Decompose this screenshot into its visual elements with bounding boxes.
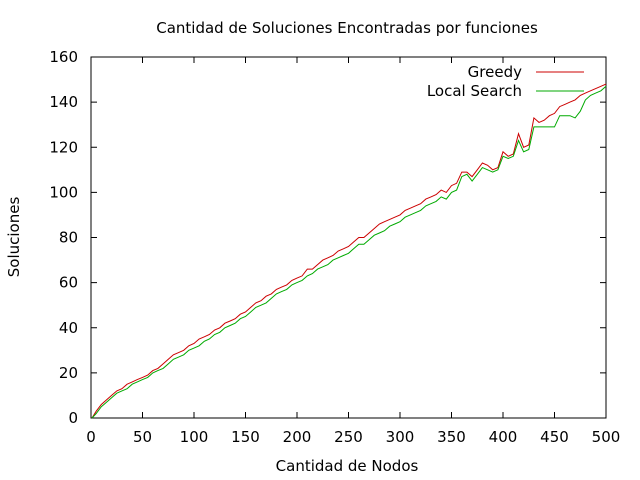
y-tick-label: 20 [59,364,78,382]
y-tick-label: 120 [49,138,78,156]
series-line-local-search [91,85,607,419]
y-axis-title: Soluciones [5,197,23,278]
y-tick-label: 140 [49,93,78,111]
x-tick-label: 0 [86,428,96,446]
x-tick-label: 250 [334,428,363,446]
y-tick-label: 60 [59,274,78,292]
x-tick-label: 450 [540,428,569,446]
series-line-greedy [91,83,607,419]
x-tick-label: 400 [489,428,518,446]
x-tick-label: 300 [386,428,415,446]
x-tick-label: 500 [592,428,621,446]
x-tick-label: 200 [283,428,312,446]
x-tick-label: 100 [180,428,209,446]
x-tick-label: 150 [231,428,260,446]
y-tick-label: 100 [49,183,78,201]
y-tick-label: 40 [59,319,78,337]
x-axis-title: Cantidad de Nodos [276,457,419,475]
y-tick-label: 0 [68,409,78,427]
y-tick-label: 80 [59,229,78,247]
x-tick-label: 350 [437,428,466,446]
y-tick-label: 160 [49,48,78,66]
legend-label: Greedy [468,63,522,81]
legend-label: Local Search [427,82,522,100]
x-tick-label: 50 [133,428,152,446]
chart-title: Cantidad de Soluciones Encontradas por f… [156,19,538,37]
